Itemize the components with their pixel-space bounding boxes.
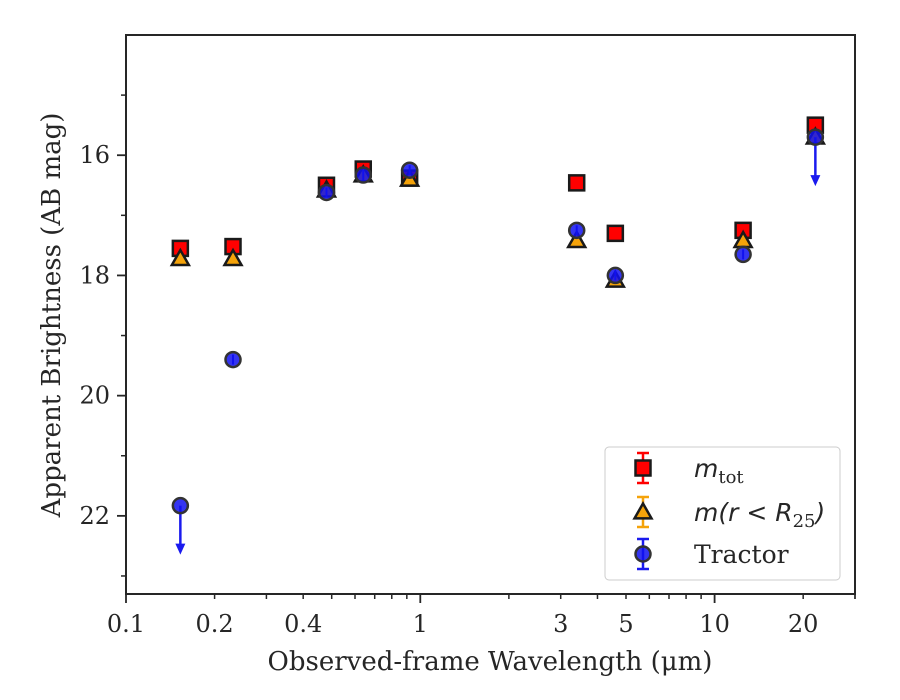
upper-limit-arrowhead — [175, 543, 186, 555]
legend-label: m(r < R25) — [694, 498, 825, 532]
data-point — [606, 266, 625, 285]
data-point — [806, 128, 825, 146]
data-point — [400, 161, 419, 179]
legend-label-subscript: tot — [718, 467, 744, 488]
data-point — [317, 183, 336, 202]
data-point — [567, 174, 586, 192]
data-point — [224, 350, 242, 369]
data-point — [222, 247, 244, 267]
data-point — [171, 496, 190, 515]
upper-limit-arrowhead — [810, 175, 821, 187]
y-tick-label: 16 — [79, 141, 110, 169]
legend: mtot m(r < R25) Tractor — [604, 446, 841, 581]
x-tick-label: 1 — [413, 610, 428, 638]
legend-marker — [634, 545, 652, 563]
x-tick-label: 3 — [553, 610, 568, 638]
x-tick-label: 10 — [699, 610, 730, 638]
y-axis-title: Apparent Brightness (AB mag) — [37, 113, 67, 519]
x-tick-label: 20 — [788, 610, 819, 638]
legend-label: mtot — [694, 454, 744, 488]
data-point — [354, 166, 373, 184]
tick-group: 0.1 0.2 0.4 1 3 5 10 20 16 18 20 22 — [79, 94, 856, 638]
y-tick-label: 18 — [79, 261, 110, 289]
data-point — [169, 247, 192, 267]
data-point — [734, 245, 752, 264]
x-axis-title: Observed-frame Wavelength (μm) — [268, 647, 713, 677]
legend-label-subscript: 25 — [793, 511, 816, 532]
legend-marker — [634, 459, 652, 477]
series-2 — [171, 128, 825, 555]
x-tick-label: 0.1 — [107, 610, 145, 638]
x-tick-label: 0.2 — [196, 610, 234, 638]
data-point — [606, 224, 625, 243]
data-point — [566, 229, 588, 249]
x-tick-label: 0.4 — [284, 610, 322, 638]
legend-label: Tractor — [694, 540, 789, 569]
x-tick-label: 5 — [618, 610, 633, 638]
legend-label-main: m — [694, 454, 718, 483]
data-point — [567, 221, 586, 240]
legend-marker — [632, 500, 654, 520]
legend-label-main: m(r < R — [694, 498, 793, 527]
plot-frame — [125, 34, 856, 595]
legend-box — [604, 446, 841, 581]
y-tick-label: 22 — [79, 502, 110, 530]
legend-label-post: ) — [814, 498, 826, 527]
y-tick-label: 20 — [79, 382, 110, 410]
data-marks — [169, 116, 827, 555]
